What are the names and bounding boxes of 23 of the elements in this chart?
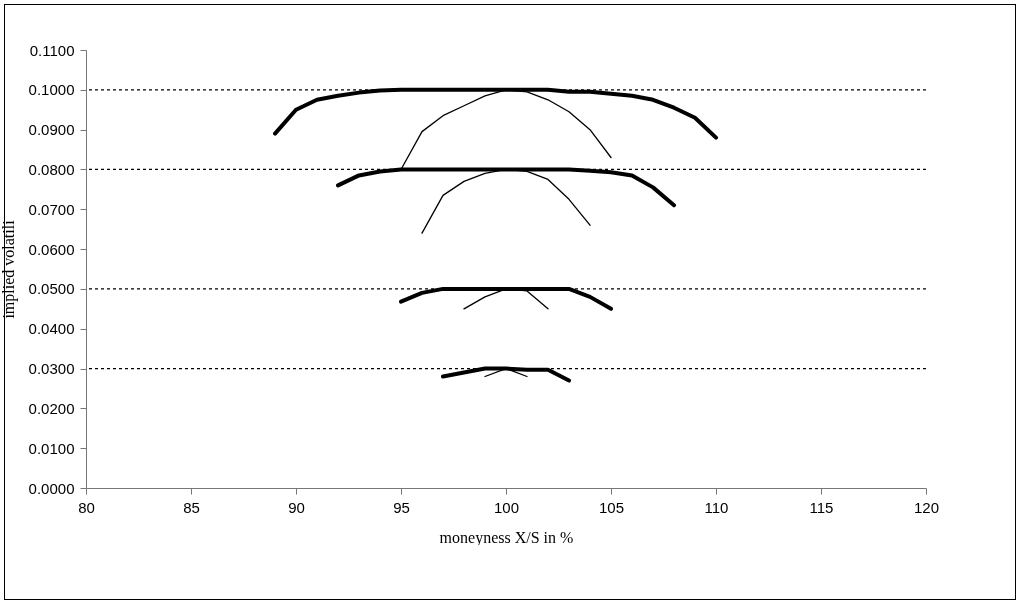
x-tick-label: 120 xyxy=(913,498,940,516)
y-tick-label: 0.0900 xyxy=(28,121,75,139)
y-tick-label: 0.0700 xyxy=(28,200,75,218)
y-tick-label: 0.1000 xyxy=(28,81,75,99)
y-tick-label: 0.0400 xyxy=(28,320,75,338)
x-tick-label: 90 xyxy=(288,498,305,516)
x-tick-label: 100 xyxy=(493,498,520,516)
x-tick-label: 85 xyxy=(183,498,200,516)
y-tick-label: 0.0000 xyxy=(28,479,75,497)
y-tick-label: 0.0300 xyxy=(28,360,75,378)
x-tick-label: 115 xyxy=(809,498,834,516)
y-tick-label: 0.1100 xyxy=(29,41,75,59)
x-tick-label: 80 xyxy=(78,498,95,516)
y-tick-label: 0.0800 xyxy=(28,160,75,178)
y-tick-label: 0.0500 xyxy=(28,280,75,298)
x-tick-label: 95 xyxy=(393,498,410,516)
y-tick-label: 0.0200 xyxy=(28,399,75,417)
y-tick-label: 0.0600 xyxy=(28,240,75,258)
y-axis-title: implied volatili xyxy=(0,219,18,319)
y-tick-label: 0.0100 xyxy=(28,439,75,457)
x-axis-title: moneyness X/S in % xyxy=(439,528,574,547)
x-tick-label: 110 xyxy=(704,498,729,516)
x-tick-label: 105 xyxy=(598,498,625,516)
